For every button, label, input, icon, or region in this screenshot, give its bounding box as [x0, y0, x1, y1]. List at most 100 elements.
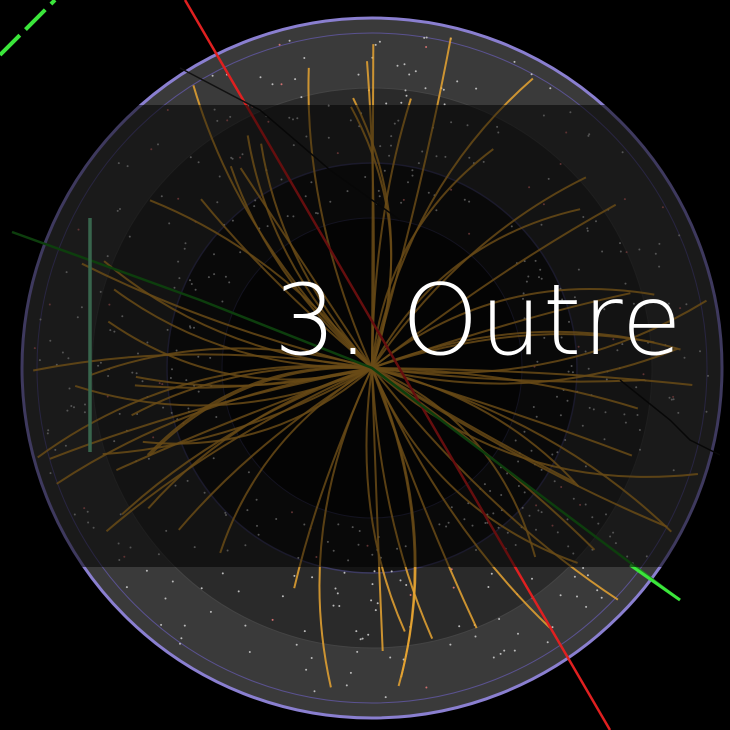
hit — [210, 611, 212, 613]
hit — [514, 650, 516, 652]
hit — [244, 625, 246, 627]
hit — [389, 657, 391, 659]
hit — [165, 598, 167, 600]
hit — [475, 88, 477, 90]
hit — [367, 634, 369, 636]
hit — [404, 63, 406, 65]
hit — [296, 644, 298, 646]
slide: 3. Outre — [0, 0, 730, 730]
hit — [576, 596, 578, 598]
hit — [346, 684, 348, 686]
hit — [333, 605, 335, 607]
hit — [311, 576, 313, 578]
hit — [405, 89, 407, 91]
muon-track — [0, 0, 55, 55]
hit — [201, 587, 203, 589]
hit — [397, 65, 399, 67]
hit — [549, 87, 551, 89]
hit — [503, 650, 505, 652]
hit — [601, 597, 603, 599]
hit — [423, 37, 425, 39]
hit — [300, 96, 302, 98]
hit — [338, 605, 340, 607]
hit — [475, 636, 477, 638]
hit — [449, 644, 451, 646]
hit — [443, 89, 445, 91]
hit — [379, 41, 381, 43]
hit — [487, 586, 489, 588]
hit — [355, 630, 357, 632]
hit — [180, 637, 182, 639]
hit — [146, 570, 148, 572]
hit — [458, 625, 460, 627]
hit — [272, 83, 274, 85]
hit — [582, 567, 584, 569]
hit — [405, 584, 407, 586]
hit — [279, 44, 281, 46]
hit — [358, 74, 360, 76]
hit — [360, 638, 362, 640]
hit — [249, 651, 251, 653]
hit — [425, 46, 427, 48]
hit — [293, 575, 295, 577]
hit — [500, 653, 502, 655]
hit — [281, 83, 283, 85]
hit — [531, 578, 533, 580]
hit — [425, 87, 427, 89]
hit — [356, 651, 358, 653]
hit — [375, 44, 377, 46]
hit — [184, 625, 186, 627]
hit — [222, 572, 224, 574]
hit — [304, 630, 306, 632]
hit — [303, 57, 305, 59]
hit — [238, 590, 240, 592]
hit — [391, 570, 393, 572]
hit — [172, 581, 174, 583]
hit — [260, 76, 262, 78]
hit — [410, 594, 412, 596]
hit — [179, 643, 181, 645]
hit — [585, 606, 587, 608]
hit — [374, 570, 376, 572]
hit — [425, 687, 427, 689]
hit — [400, 102, 402, 104]
hit — [305, 669, 307, 671]
hit — [493, 657, 495, 659]
hit — [337, 592, 339, 594]
hit — [372, 583, 374, 585]
hit — [289, 40, 291, 42]
hit — [406, 95, 408, 97]
hit — [212, 75, 214, 77]
caption: 3. Outre — [274, 272, 683, 370]
hit — [514, 61, 516, 63]
hit — [587, 574, 589, 576]
hit — [453, 587, 455, 589]
hit — [531, 73, 533, 75]
hit — [415, 70, 417, 72]
hit — [335, 588, 337, 590]
hit — [294, 78, 296, 80]
hit — [160, 624, 162, 626]
hit — [370, 599, 372, 601]
hit — [377, 602, 379, 604]
hit — [375, 609, 377, 611]
hit — [456, 80, 458, 82]
hit — [314, 690, 316, 692]
hit — [385, 696, 387, 698]
hit — [400, 579, 402, 581]
hit — [272, 619, 274, 621]
hit — [491, 573, 493, 575]
hit — [574, 576, 576, 578]
hit — [560, 594, 562, 596]
hit — [408, 74, 410, 76]
hit — [498, 618, 500, 620]
hit — [311, 657, 313, 659]
hit — [282, 595, 284, 597]
hit — [344, 572, 346, 574]
hit — [126, 586, 128, 588]
hit — [517, 633, 519, 635]
hit — [362, 638, 364, 640]
hit — [547, 641, 549, 643]
hit — [426, 37, 428, 39]
hit — [350, 672, 352, 674]
